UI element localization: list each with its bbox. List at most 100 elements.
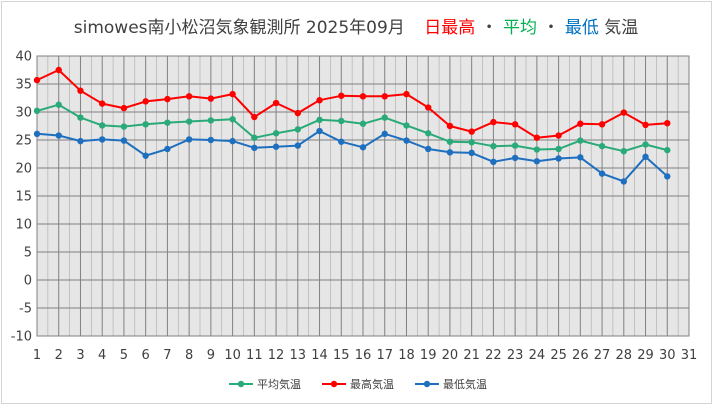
data-point xyxy=(511,154,519,162)
data-point xyxy=(207,95,215,102)
data-point xyxy=(185,136,193,143)
data-point xyxy=(468,149,475,157)
data-point xyxy=(468,128,475,135)
data-point xyxy=(77,87,84,94)
data-point xyxy=(598,142,606,150)
data-point xyxy=(533,146,541,153)
data-point xyxy=(55,132,62,139)
data-point xyxy=(555,132,562,139)
data-point xyxy=(490,118,497,126)
data-point xyxy=(338,117,345,125)
data-point xyxy=(403,137,410,144)
data-point xyxy=(642,121,649,129)
data-point xyxy=(468,139,475,146)
data-point xyxy=(446,122,454,130)
data-point xyxy=(294,142,301,149)
x-tick-label: 9 xyxy=(207,348,215,363)
series-line xyxy=(36,130,668,183)
data-point xyxy=(316,127,323,135)
x-tick-label: 24 xyxy=(529,348,546,363)
data-point xyxy=(55,66,62,74)
data-point xyxy=(99,136,106,143)
data-point xyxy=(338,138,345,145)
data-point xyxy=(642,141,649,148)
x-tick-label: 18 xyxy=(398,348,415,363)
data-point xyxy=(33,130,41,138)
data-point xyxy=(598,170,606,177)
x-tick-label: 11 xyxy=(246,348,263,363)
data-point xyxy=(99,100,106,107)
y-tick-label: 25 xyxy=(15,134,32,149)
data-point xyxy=(207,117,215,124)
title-min: 最低 xyxy=(565,18,599,38)
data-point xyxy=(620,178,627,185)
data-point xyxy=(425,130,432,137)
data-point xyxy=(120,123,128,130)
series-line xyxy=(36,69,668,139)
y-tick-label: 40 xyxy=(15,50,32,65)
data-point xyxy=(664,120,671,127)
x-tick-label: 10 xyxy=(224,348,241,363)
x-tick-label: 4 xyxy=(98,348,106,363)
data-point xyxy=(294,109,301,117)
data-point xyxy=(207,136,215,144)
x-tick-label: 16 xyxy=(355,348,372,363)
data-point xyxy=(33,107,41,115)
x-tick-label: 14 xyxy=(311,348,328,363)
x-tick-label: 1 xyxy=(33,348,41,363)
data-point xyxy=(229,116,236,123)
data-point xyxy=(120,104,128,112)
legend-marker xyxy=(237,380,245,388)
x-tick-label: 8 xyxy=(185,348,193,363)
data-point xyxy=(229,137,236,145)
data-point xyxy=(555,145,562,153)
data-point xyxy=(185,118,193,125)
x-tick-label: 15 xyxy=(333,348,350,363)
data-point xyxy=(99,122,106,129)
data-point xyxy=(533,158,541,165)
data-point xyxy=(251,144,258,152)
x-tick-label: 28 xyxy=(616,348,633,363)
x-tick-label: 21 xyxy=(463,348,480,363)
data-point xyxy=(446,138,454,145)
x-tick-label: 12 xyxy=(268,348,285,363)
y-tick-label: -5 xyxy=(19,302,32,317)
data-point xyxy=(359,120,367,127)
title-sep-1: ・ xyxy=(481,18,498,38)
data-point xyxy=(55,101,62,108)
data-point xyxy=(511,121,519,128)
data-point xyxy=(338,92,345,99)
legend-marker xyxy=(330,380,338,388)
x-tick-label: 31 xyxy=(681,348,698,363)
x-tick-label: 29 xyxy=(637,348,654,363)
data-point xyxy=(642,153,649,160)
x-tick-label: 27 xyxy=(594,348,611,363)
data-point xyxy=(316,116,323,124)
x-tick-label: 22 xyxy=(485,348,502,363)
y-tick-label: 0 xyxy=(24,274,32,289)
data-point xyxy=(620,109,627,116)
data-point xyxy=(164,119,171,126)
data-point xyxy=(185,93,193,100)
y-tick-label: 30 xyxy=(15,106,32,121)
legend-label: 最低気温 xyxy=(443,377,487,391)
y-tick-label: 15 xyxy=(15,190,32,205)
data-point xyxy=(272,99,280,107)
data-point xyxy=(511,142,519,149)
x-tick-label: 20 xyxy=(442,348,459,363)
legend-label: 最高気温 xyxy=(350,377,394,391)
title-avg: 平均 xyxy=(503,18,537,38)
data-point xyxy=(664,146,671,154)
data-point xyxy=(664,173,671,180)
data-point xyxy=(577,137,584,144)
data-point xyxy=(490,158,497,166)
title-main: simowes南小松沼気象観測所 2025年09月 xyxy=(74,18,405,38)
data-point xyxy=(164,95,171,103)
data-point xyxy=(490,142,497,150)
data-point xyxy=(381,114,388,121)
data-point xyxy=(577,154,584,161)
data-point xyxy=(533,134,541,141)
data-point xyxy=(403,122,410,129)
x-tick-label: 5 xyxy=(120,348,128,363)
